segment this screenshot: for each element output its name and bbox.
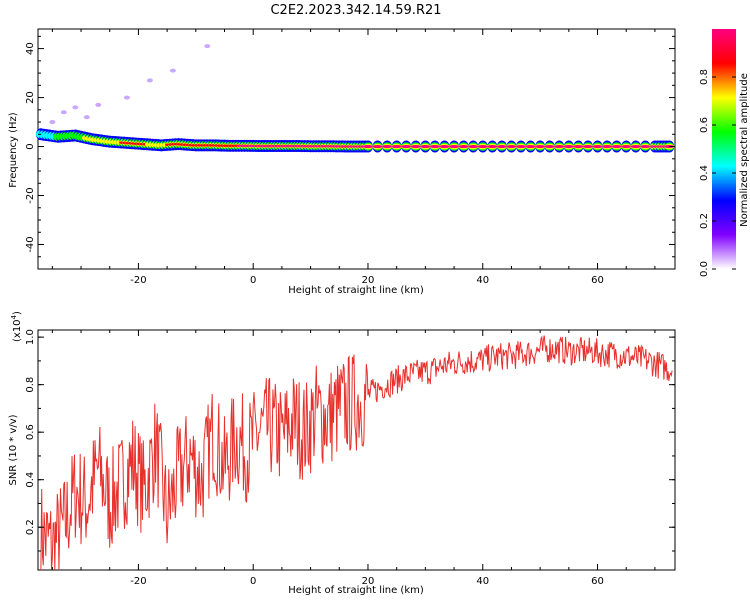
spectral-ridge-cell xyxy=(372,144,383,149)
spectral-ridge-cell xyxy=(410,144,421,149)
spectral-ridge-cell xyxy=(640,144,651,149)
colorbar-tick-label: 0.4 xyxy=(699,165,710,181)
x-tick-label: 20 xyxy=(362,576,375,587)
colorbar-tick-label: 0.8 xyxy=(699,69,710,85)
spectral-ridge-cell xyxy=(525,144,536,149)
y-tick-label: -20 xyxy=(25,187,36,203)
snr-series-line xyxy=(40,335,673,571)
x-tick-label: 0 xyxy=(250,576,256,587)
snr-x-axis-label: Height of straight line (km) xyxy=(288,585,424,596)
spectral-ridge-cell xyxy=(535,144,546,149)
spectral-ridge-cell xyxy=(401,144,412,149)
spectral-ridge-cell xyxy=(563,144,574,149)
spectral-speckle xyxy=(83,115,90,120)
spectral-speckle xyxy=(49,120,56,125)
scale-base: (x10 xyxy=(12,319,23,342)
snr-panel: -20 0 20 40 60 0.2 0.4 0.6 0.8 1.0 Height of stra… xyxy=(8,311,676,596)
spectral-ridge-cell xyxy=(554,144,565,149)
y-tick-label: 0.2 xyxy=(25,519,36,535)
y-tick-label: 1.0 xyxy=(25,329,36,345)
scale-exp: 4 xyxy=(10,314,18,319)
y-tick-label: 0.8 xyxy=(25,377,36,393)
spectrogram-y-axis-label: Frequency (Hz) xyxy=(8,112,19,188)
x-tick-label: -20 xyxy=(130,275,146,286)
figure-title: C2E2.2023.342.14.59.R21 xyxy=(270,3,441,18)
spectral-speckle xyxy=(204,44,211,49)
spectral-speckle xyxy=(72,105,79,110)
spectral-speckle xyxy=(60,110,67,115)
spectral-ridge-cell xyxy=(429,144,440,149)
spectral-ridge-cell xyxy=(592,144,603,149)
spectral-ridge-cell xyxy=(439,144,450,149)
colorbar-tick-label: 0.6 xyxy=(699,117,710,133)
y-tick-label: 40 xyxy=(25,42,36,55)
spectrogram-panel: -20 0 20 40 60 -40 -20 0 20 40 Height of straight… xyxy=(8,28,676,296)
spectral-ridge-cell xyxy=(621,144,632,149)
spectral-ridge-cell xyxy=(382,144,393,149)
spectral-speckle xyxy=(146,78,153,83)
colorbar-label: Normalized spectral amplitude xyxy=(739,73,750,227)
x-tick-label: 0 xyxy=(250,275,256,286)
spectral-speckle xyxy=(169,68,176,73)
spectral-ridge-cell xyxy=(573,144,584,149)
colorbar: 0.0 0.2 0.4 0.6 0.8 Normalized spectral ampl… xyxy=(699,29,750,277)
spectral-ridge-cell xyxy=(496,144,507,149)
spectral-ridge-cell xyxy=(582,144,593,149)
x-tick-label: 40 xyxy=(476,275,489,286)
colorbar-tick-label: 0.2 xyxy=(699,213,710,229)
spectral-ridge-cell xyxy=(611,144,622,149)
spectral-speckle xyxy=(123,95,130,100)
x-tick-label: 20 xyxy=(362,275,375,286)
spectral-ridge-cell xyxy=(516,144,527,149)
spectral-speckle xyxy=(95,102,102,107)
x-tick-label: -20 xyxy=(130,576,146,587)
x-tick-label: 60 xyxy=(591,275,604,286)
spectral-ridge-cell xyxy=(391,144,402,149)
spectral-ridge-cell xyxy=(458,144,469,149)
spectral-ridge-cell xyxy=(420,144,431,149)
spectral-ridge-cell xyxy=(630,144,641,149)
svg-text:(x104): (x104) xyxy=(10,311,23,342)
scale-close: ) xyxy=(12,311,23,315)
spectral-ridge-cell xyxy=(602,144,613,149)
colorbar-tick-label: 0.0 xyxy=(699,261,710,277)
x-tick-label: 40 xyxy=(476,576,489,587)
snr-y-axis-label: SNR (10 * v/v) xyxy=(8,414,19,485)
spectral-ridge-cell xyxy=(362,144,373,149)
spectrogram-x-axis-label: Height of straight line (km) xyxy=(288,285,424,296)
spectral-ridge-cell xyxy=(477,144,488,149)
x-tick-label: 60 xyxy=(591,576,604,587)
colorbar-gradient xyxy=(712,29,736,269)
snr-scale-factor: (x104) xyxy=(10,311,23,342)
y-tick-label: 0.4 xyxy=(25,472,36,488)
y-tick-label: -40 xyxy=(25,236,36,252)
y-tick-label: 0 xyxy=(25,143,36,149)
spectral-ridge-cell xyxy=(449,144,460,149)
spectral-ridge-cell xyxy=(487,144,498,149)
spectral-ridge-cell xyxy=(506,144,517,149)
spectral-ridge-cell xyxy=(468,144,479,149)
spectral-ridge-cell xyxy=(544,144,555,149)
y-tick-label: 20 xyxy=(25,91,36,104)
y-tick-label: 0.6 xyxy=(25,424,36,440)
